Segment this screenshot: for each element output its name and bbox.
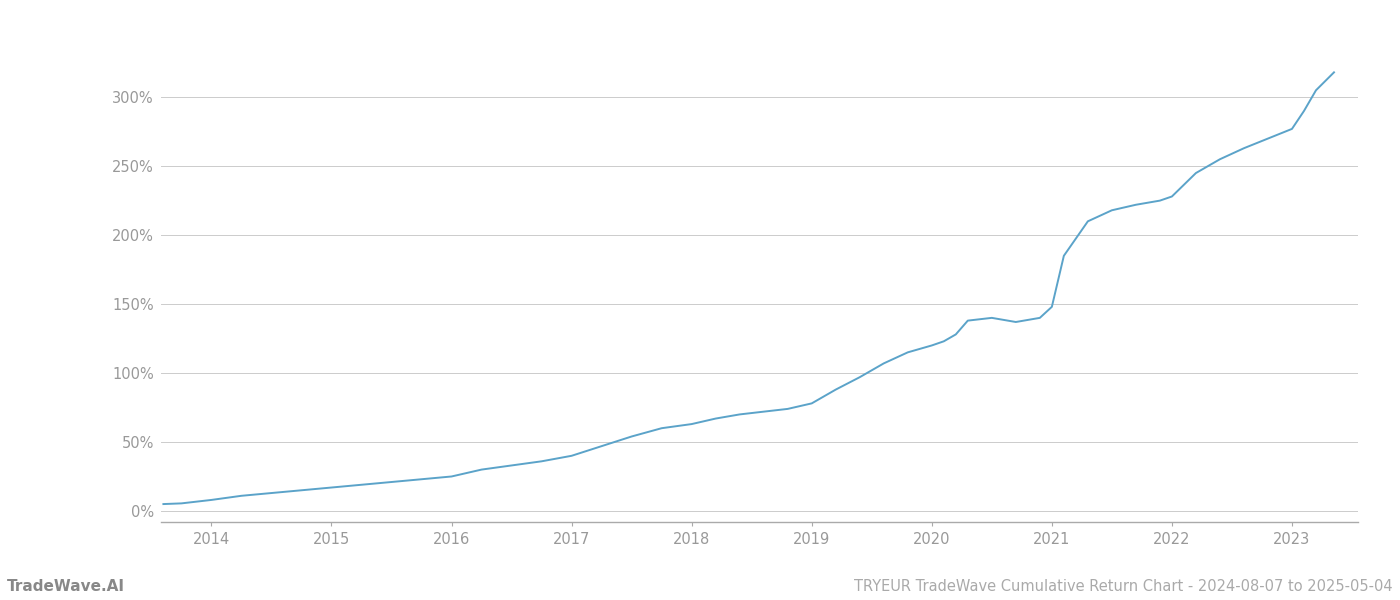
- Text: TRYEUR TradeWave Cumulative Return Chart - 2024-08-07 to 2025-05-04: TRYEUR TradeWave Cumulative Return Chart…: [854, 579, 1393, 594]
- Text: TradeWave.AI: TradeWave.AI: [7, 579, 125, 594]
